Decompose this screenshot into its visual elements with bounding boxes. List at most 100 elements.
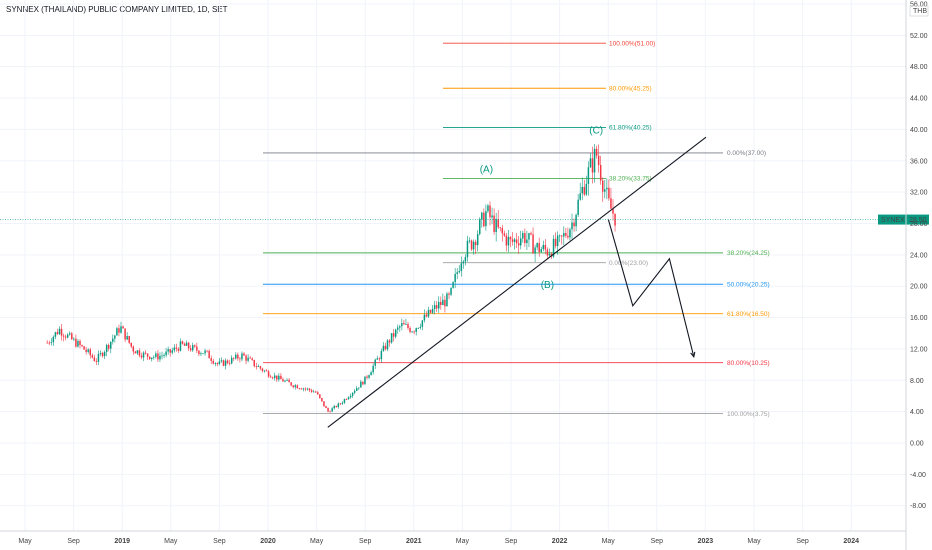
x-tick-label: 2023: [698, 538, 714, 545]
y-tick-label: -4.00: [910, 472, 926, 479]
x-tick-label: 2019: [114, 538, 130, 545]
candle-body: [495, 219, 497, 233]
candle-body: [595, 148, 598, 156]
candle-body: [300, 388, 303, 390]
candle-body: [479, 219, 481, 235]
candle-body: [245, 355, 247, 361]
candle-body: [298, 388, 301, 390]
candle-body: [460, 263, 463, 272]
candle-body: [302, 388, 305, 390]
candle-body: [380, 350, 383, 360]
currency-box: [909, 5, 929, 17]
candle-body: [472, 241, 475, 250]
candle-body: [415, 328, 417, 332]
candle-body: [73, 338, 75, 340]
candle-body: [161, 355, 163, 357]
candle-body: [202, 353, 204, 355]
candle-body: [265, 370, 268, 372]
candle-body: [214, 363, 217, 364]
candle-body: [374, 359, 376, 366]
candle-body: [394, 329, 397, 337]
candle-body: [286, 379, 288, 381]
candle-body: [515, 239, 518, 244]
x-tick-label: Sep: [651, 538, 664, 545]
candle-body: [105, 344, 108, 353]
candle-body: [189, 348, 192, 351]
candle-body: [552, 238, 555, 257]
candle-body: [95, 361, 98, 362]
candle-body: [397, 327, 399, 330]
x-tick-label: May: [310, 538, 324, 545]
candle-body: [532, 234, 534, 254]
candle-body: [278, 375, 280, 380]
candle-body: [50, 342, 53, 343]
candle-body: [327, 408, 329, 412]
y-tick-label: 16.00: [910, 315, 928, 322]
candle-body: [144, 352, 147, 354]
candle-body: [71, 333, 73, 340]
candle-body: [241, 353, 243, 360]
candle-body: [366, 376, 368, 378]
y-tick-label: 0.00: [910, 441, 924, 448]
candle-body: [97, 353, 100, 362]
candle-body: [175, 347, 178, 349]
candle-body: [81, 345, 83, 347]
candle-body: [120, 326, 122, 333]
candle-body: [435, 305, 438, 309]
candle-body: [146, 353, 149, 357]
candle-body: [292, 385, 294, 388]
symbol-tag-label: SYNEX: [881, 217, 905, 224]
candle-body: [452, 282, 454, 288]
grid: [0, 0, 906, 531]
candle-body: [288, 379, 290, 383]
candle-body: [255, 366, 258, 367]
candle-body: [325, 406, 327, 409]
candle-body: [536, 243, 538, 248]
candle-body: [69, 333, 71, 335]
candle-body: [517, 243, 520, 246]
candle-body: [310, 390, 313, 392]
candle-body: [411, 331, 413, 333]
candle-body: [417, 327, 419, 329]
candle-body: [183, 343, 186, 346]
candle-body: [520, 238, 522, 246]
candle-body: [290, 382, 292, 386]
candle-body: [571, 222, 573, 230]
candle-body: [606, 187, 608, 190]
candle-body: [575, 214, 577, 227]
fib-level-label: 0.00%(23.00): [609, 260, 648, 267]
candle-body: [93, 357, 96, 362]
candle-body: [83, 346, 85, 350]
candle-body: [573, 222, 575, 227]
candle-body: [60, 328, 63, 336]
price-tag-value: 28.50: [909, 217, 927, 224]
candle-body: [247, 357, 249, 361]
candle-body: [542, 244, 545, 250]
x-tick-label: 2022: [552, 538, 568, 545]
candle-body: [351, 392, 354, 396]
candle-body: [481, 212, 483, 220]
fib-level-label: 61.80%(40.25): [609, 125, 652, 132]
fib-level-label: 100.00%(3.75): [727, 411, 770, 418]
candle-body: [259, 366, 262, 369]
projection-arrowhead: [690, 351, 696, 358]
price-candles: [46, 143, 616, 413]
candle-body: [237, 354, 239, 359]
candle-body: [448, 293, 450, 295]
candle-body: [157, 353, 159, 360]
candle-body: [429, 309, 432, 313]
candle-body: [163, 355, 165, 356]
candle-body: [501, 228, 504, 234]
y-tick-label: 28.00: [910, 221, 928, 228]
candle-body: [466, 240, 469, 258]
candle-body: [378, 358, 381, 360]
candle-body: [499, 227, 501, 229]
candle-body: [544, 244, 547, 250]
y-tick-label: 12.00: [910, 346, 928, 353]
candle-body: [442, 299, 444, 306]
candle-body: [251, 358, 253, 360]
candle-body: [62, 335, 65, 337]
candle-body: [589, 158, 592, 168]
candle-body: [315, 391, 317, 393]
